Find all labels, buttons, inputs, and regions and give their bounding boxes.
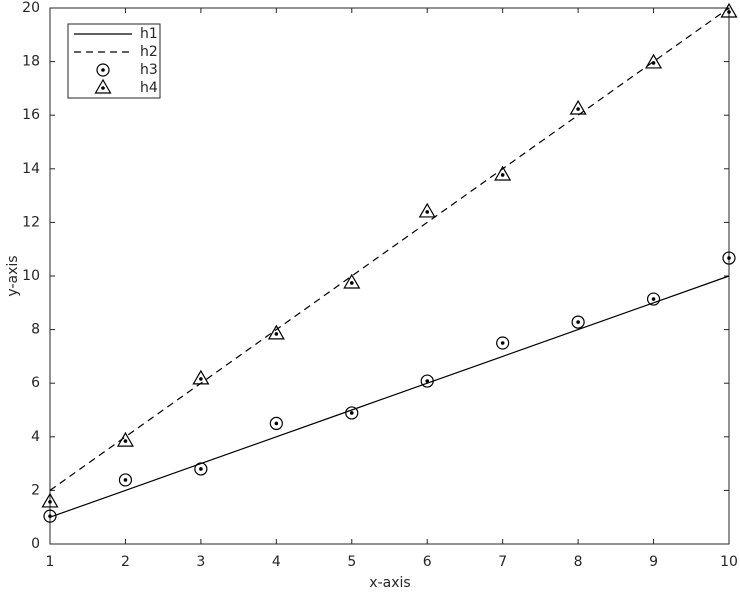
y-tick-label: 8: [31, 322, 40, 338]
x-axis-label: x-axis: [369, 575, 410, 591]
marker-ring: [420, 374, 434, 388]
marker-ring: [345, 406, 359, 420]
triangle-marker: [343, 273, 361, 289]
legend: h1 h2 h3 h4: [67, 23, 161, 99]
marker-dot: [274, 332, 279, 336]
marker-ring: [118, 473, 133, 487]
triangle-marker: [41, 492, 59, 508]
circle-marker: [722, 251, 736, 265]
marker-dot: [123, 478, 128, 482]
marker-dot: [349, 281, 354, 285]
legend-label: h2: [140, 44, 158, 60]
x-tick-label: 7: [498, 554, 507, 570]
circle-marker: [194, 462, 208, 476]
marker-dot: [199, 377, 203, 381]
y-axis-label: y-axis: [5, 255, 21, 296]
marker-triangle: [418, 202, 436, 218]
x-tick-label: 1: [46, 554, 55, 570]
legend-label: h1: [140, 26, 158, 42]
marker-dot: [274, 421, 279, 426]
triangle-marker: [494, 165, 512, 181]
marker-triangle: [116, 431, 134, 447]
triangle-marker: [94, 78, 112, 94]
marker-ring: [646, 292, 661, 306]
legend-label: h4: [140, 80, 158, 96]
marker-dot: [425, 379, 430, 383]
marker-ring: [96, 63, 110, 77]
marker-triangle: [494, 165, 512, 181]
x-tick-label: 8: [574, 554, 583, 570]
y-tick-label: 10: [22, 268, 40, 284]
x-tick-label: 2: [121, 554, 130, 570]
marker-ring: [722, 251, 736, 265]
marker-triangle: [267, 324, 285, 340]
marker-ring: [496, 336, 510, 350]
triangle-marker: [418, 202, 436, 218]
marker-dot: [48, 500, 52, 504]
marker-triangle: [343, 273, 361, 289]
circle-marker: [420, 374, 434, 388]
y-tick-label: 6: [31, 375, 40, 391]
circle-marker: [345, 406, 359, 420]
y-tick-label: 14: [22, 161, 40, 177]
y-tick-label: 0: [31, 536, 40, 552]
marker-dot: [199, 467, 203, 471]
triangle-marker: [192, 369, 210, 385]
marker-dot: [425, 210, 430, 214]
marker-ring: [194, 462, 208, 476]
marker-dot: [500, 173, 505, 177]
triangle-marker: [116, 431, 134, 447]
marker-dot: [123, 439, 128, 443]
x-tick-label: 5: [347, 554, 356, 570]
x-tick-label: 6: [423, 554, 432, 570]
y-tick-label: 12: [22, 214, 40, 230]
triangle-marker: [569, 99, 587, 115]
legend-label: h3: [140, 62, 158, 78]
marker-ring: [43, 509, 57, 523]
marker-triangle: [645, 53, 663, 69]
circle-marker: [646, 292, 661, 306]
x-tick-label: 10: [720, 554, 738, 570]
x-tick-label: 9: [649, 554, 658, 570]
marker-triangle: [720, 2, 738, 18]
marker-triangle: [94, 78, 112, 94]
y-tick-label: 18: [22, 54, 40, 70]
marker-dot: [101, 86, 105, 90]
marker-dot: [651, 61, 656, 65]
legend-box: [67, 23, 161, 99]
marker-dot: [651, 297, 656, 301]
circle-marker: [43, 509, 57, 523]
marker-dot: [576, 107, 580, 111]
marker-ring: [571, 315, 585, 329]
marker-dot: [727, 10, 731, 14]
marker-triangle: [192, 369, 210, 385]
circle-marker: [269, 416, 283, 430]
marker-dot: [101, 68, 105, 72]
marker-dot: [576, 320, 580, 324]
marker-triangle: [569, 99, 587, 115]
marker-dot: [349, 411, 354, 415]
circle-marker: [118, 473, 133, 487]
circle-marker: [571, 315, 585, 329]
y-tick-label: 20: [22, 0, 40, 16]
series-line: [49, 275, 730, 518]
series-line: [49, 7, 730, 491]
circle-marker: [496, 336, 510, 350]
marker-ring: [269, 416, 283, 430]
y-tick-label: 16: [22, 107, 40, 123]
marker-triangle: [41, 492, 59, 508]
triangle-marker: [267, 324, 285, 340]
circle-marker: [96, 63, 110, 77]
x-tick-label: 3: [196, 554, 205, 570]
marker-dot: [48, 514, 52, 518]
y-tick-label: 2: [31, 482, 40, 498]
marker-dot: [500, 341, 505, 345]
triangle-marker: [645, 53, 663, 69]
triangle-marker: [720, 2, 738, 18]
x-tick-label: 4: [272, 554, 281, 570]
y-tick-label: 4: [31, 429, 40, 445]
marker-dot: [727, 256, 731, 260]
